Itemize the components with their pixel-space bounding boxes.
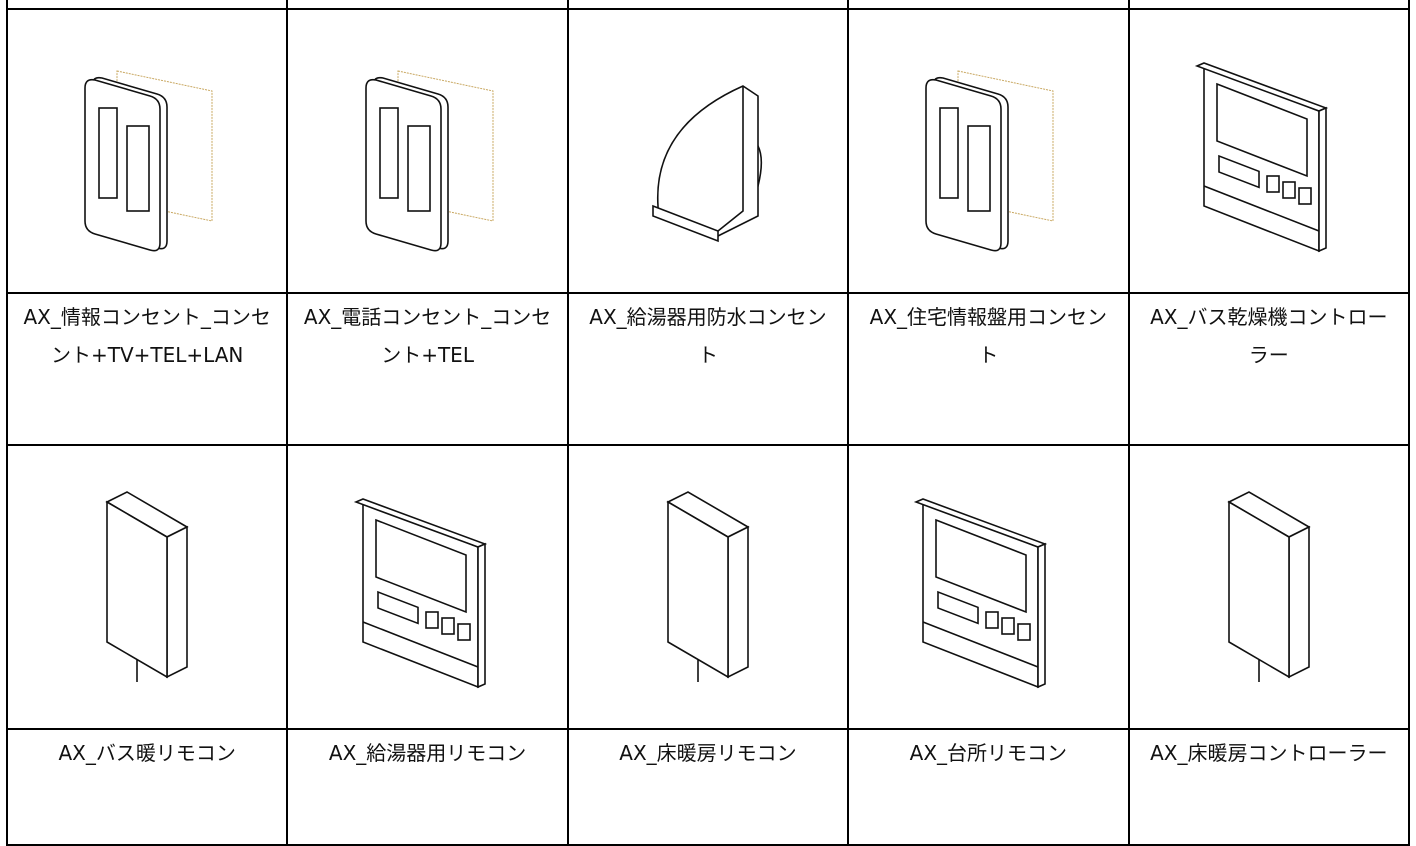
table-row	[5, 0, 1411, 10]
label: AX_給湯器用防水コンセント	[566, 292, 850, 446]
label: AX_住宅情報盤用コンセント	[847, 292, 1130, 446]
image-row	[5, 8, 1411, 294]
label: AX_給湯器用リモコン	[286, 728, 569, 846]
product-image	[878, 472, 1098, 702]
product-image	[318, 472, 538, 702]
label: AX_情報コンセント_コンセント+TV+TEL+LAN	[5, 292, 289, 446]
catalog-table: AX_情報コンセント_コンセント+TV+TEL+LAN AX_電話コンセント_コ…	[5, 0, 1411, 846]
image-row	[5, 444, 1411, 730]
page: AX_情報コンセント_コンセント+TV+TEL+LAN AX_電話コンセント_コ…	[5, 0, 1411, 846]
image-cell	[566, 444, 850, 730]
product-image	[1159, 472, 1379, 702]
image-cell	[286, 444, 569, 730]
image-cell	[847, 444, 1130, 730]
product-image	[878, 36, 1098, 266]
label: AX_床暖房リモコン	[566, 728, 850, 846]
label: AX_バス乾燥機コントローラー	[1127, 292, 1411, 446]
image-cell	[1127, 8, 1411, 294]
image-cell	[5, 444, 289, 730]
label: AX_電話コンセント_コンセント+TEL	[286, 292, 569, 446]
product-image	[598, 472, 818, 702]
image-cell	[566, 8, 850, 294]
image-cell	[847, 8, 1130, 294]
label: AX_バス暖リモコン	[5, 728, 289, 846]
product-image	[318, 36, 538, 266]
product-image	[598, 36, 818, 266]
product-image	[37, 472, 257, 702]
label-row: AX_情報コンセント_コンセント+TV+TEL+LAN AX_電話コンセント_コ…	[5, 292, 1411, 446]
product-image	[37, 36, 257, 266]
image-cell	[5, 8, 289, 294]
image-cell	[286, 8, 569, 294]
product-image	[1159, 36, 1379, 266]
image-cell	[1127, 444, 1411, 730]
